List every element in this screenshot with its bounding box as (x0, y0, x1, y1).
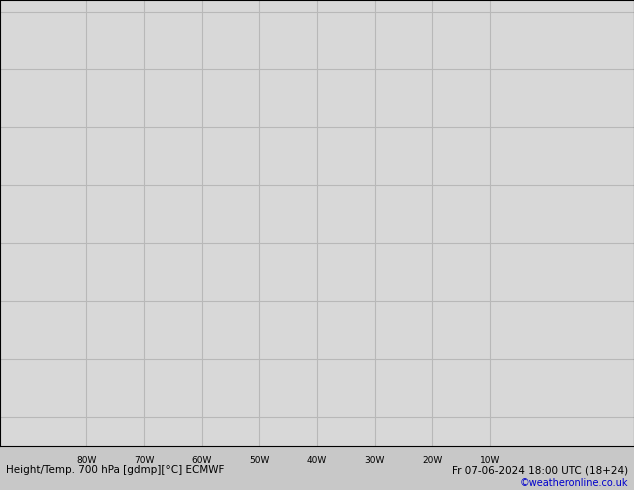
Text: ©weatheronline.co.uk: ©weatheronline.co.uk (519, 478, 628, 488)
Text: 50W: 50W (249, 456, 269, 465)
Text: Height/Temp. 700 hPa [gdmp][°C] ECMWF: Height/Temp. 700 hPa [gdmp][°C] ECMWF (6, 465, 224, 475)
Text: 70W: 70W (134, 456, 154, 465)
Text: 40W: 40W (307, 456, 327, 465)
Text: 80W: 80W (76, 456, 96, 465)
Text: 30W: 30W (365, 456, 385, 465)
Text: 20W: 20W (422, 456, 443, 465)
Text: 10W: 10W (480, 456, 500, 465)
Text: 60W: 60W (191, 456, 212, 465)
Text: Fr 07-06-2024 18:00 UTC (18+24): Fr 07-06-2024 18:00 UTC (18+24) (451, 465, 628, 475)
